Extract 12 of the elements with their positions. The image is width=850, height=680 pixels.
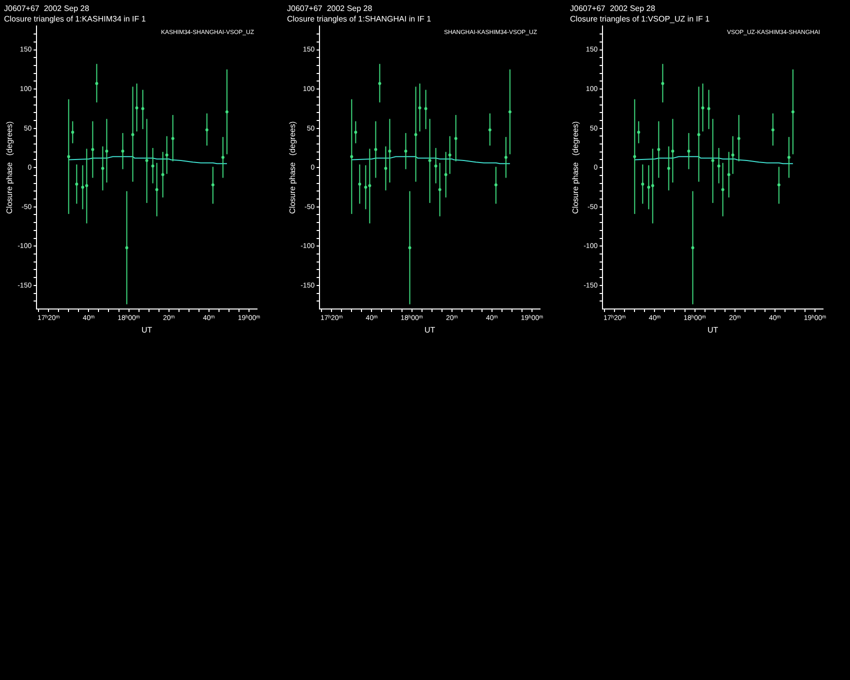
x-axis-title: UT [141, 325, 152, 334]
chart-title: J0607+67 2002 Sep 28 [4, 4, 90, 14]
chart-subtitle: Closure triangles of 1:KASHIM34 in IF 1 [4, 14, 146, 24]
y-axis-title: Closure phase (degrees) [288, 121, 298, 214]
x-axis-title: UT [707, 325, 718, 334]
y-axis-title: Closure phase (degrees) [5, 121, 14, 214]
y-axis-title: Closure phase (degrees) [571, 121, 580, 214]
x-axis-title: UT [424, 325, 436, 334]
chart-title: J0607+67 2002 Sep 28 [570, 4, 656, 14]
chart-title: J0607+67 2002 Sep 28 [287, 4, 373, 14]
chart-subtitle: Closure triangles of 1:VSOP_UZ in IF 1 [570, 14, 710, 24]
chart-subtitle: Closure triangles of 1:SHANGHAI in IF 1 [287, 14, 432, 24]
